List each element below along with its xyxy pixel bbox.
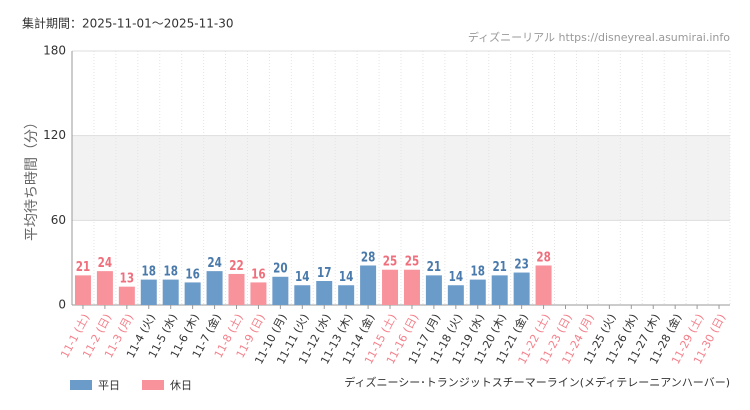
value-label: 25	[383, 253, 397, 268]
value-label: 23	[514, 256, 528, 271]
legend-swatch	[142, 380, 164, 390]
bar	[250, 282, 267, 305]
bar	[469, 279, 486, 305]
value-label: 16	[251, 266, 265, 281]
bar	[316, 281, 333, 305]
bar	[228, 273, 245, 305]
value-label: 21	[492, 259, 506, 274]
y-tick-label: 180	[43, 44, 66, 58]
value-label: 14	[295, 269, 309, 284]
value-label: 21	[427, 259, 441, 274]
value-label: 24	[207, 255, 221, 270]
source: ディズニーリアル https://disneyreal.asumirai.inf…	[468, 30, 730, 44]
value-label: 28	[536, 249, 550, 264]
value-label: 20	[273, 260, 287, 275]
y-tick-label: 120	[43, 128, 66, 142]
period: 集計期間：2025-11-01～2025-11-30	[22, 16, 233, 31]
bar	[513, 272, 530, 305]
value-label: 14	[449, 269, 463, 284]
value-label: 28	[361, 249, 375, 264]
bar	[96, 271, 113, 305]
legend-label: 休日	[170, 379, 192, 392]
value-label: 18	[163, 263, 177, 278]
chart-title: ディズニーシー･トランジットスチーマーライン(メディテレーニアンハーバー)	[344, 375, 730, 389]
value-label: 14	[339, 269, 353, 284]
bar	[294, 285, 311, 305]
bar	[74, 275, 91, 305]
bar	[403, 269, 420, 305]
bar	[382, 269, 399, 305]
bar	[184, 282, 201, 305]
y-axis-label: 平均待ち時間（分）	[24, 115, 40, 241]
bar	[338, 285, 355, 305]
legend-swatch	[70, 380, 92, 390]
value-label: 21	[76, 259, 90, 274]
bar	[535, 265, 552, 305]
value-label: 25	[405, 253, 419, 268]
bar	[162, 279, 179, 305]
legend-label: 平日	[98, 379, 120, 392]
value-label: 16	[185, 266, 199, 281]
bar	[447, 285, 464, 305]
value-label: 17	[317, 265, 331, 280]
value-label: 24	[98, 255, 112, 270]
bar	[118, 286, 135, 305]
bar	[360, 265, 377, 305]
value-label: 18	[142, 263, 156, 278]
y-tick-label: 0	[58, 298, 66, 312]
y-tick-label: 60	[51, 213, 66, 227]
bar	[272, 276, 289, 305]
value-label: 22	[229, 258, 243, 273]
bar	[425, 275, 442, 305]
bar	[206, 271, 223, 305]
bar	[491, 275, 508, 305]
value-label: 18	[471, 263, 485, 278]
bar	[140, 279, 157, 305]
value-label: 13	[120, 270, 134, 285]
